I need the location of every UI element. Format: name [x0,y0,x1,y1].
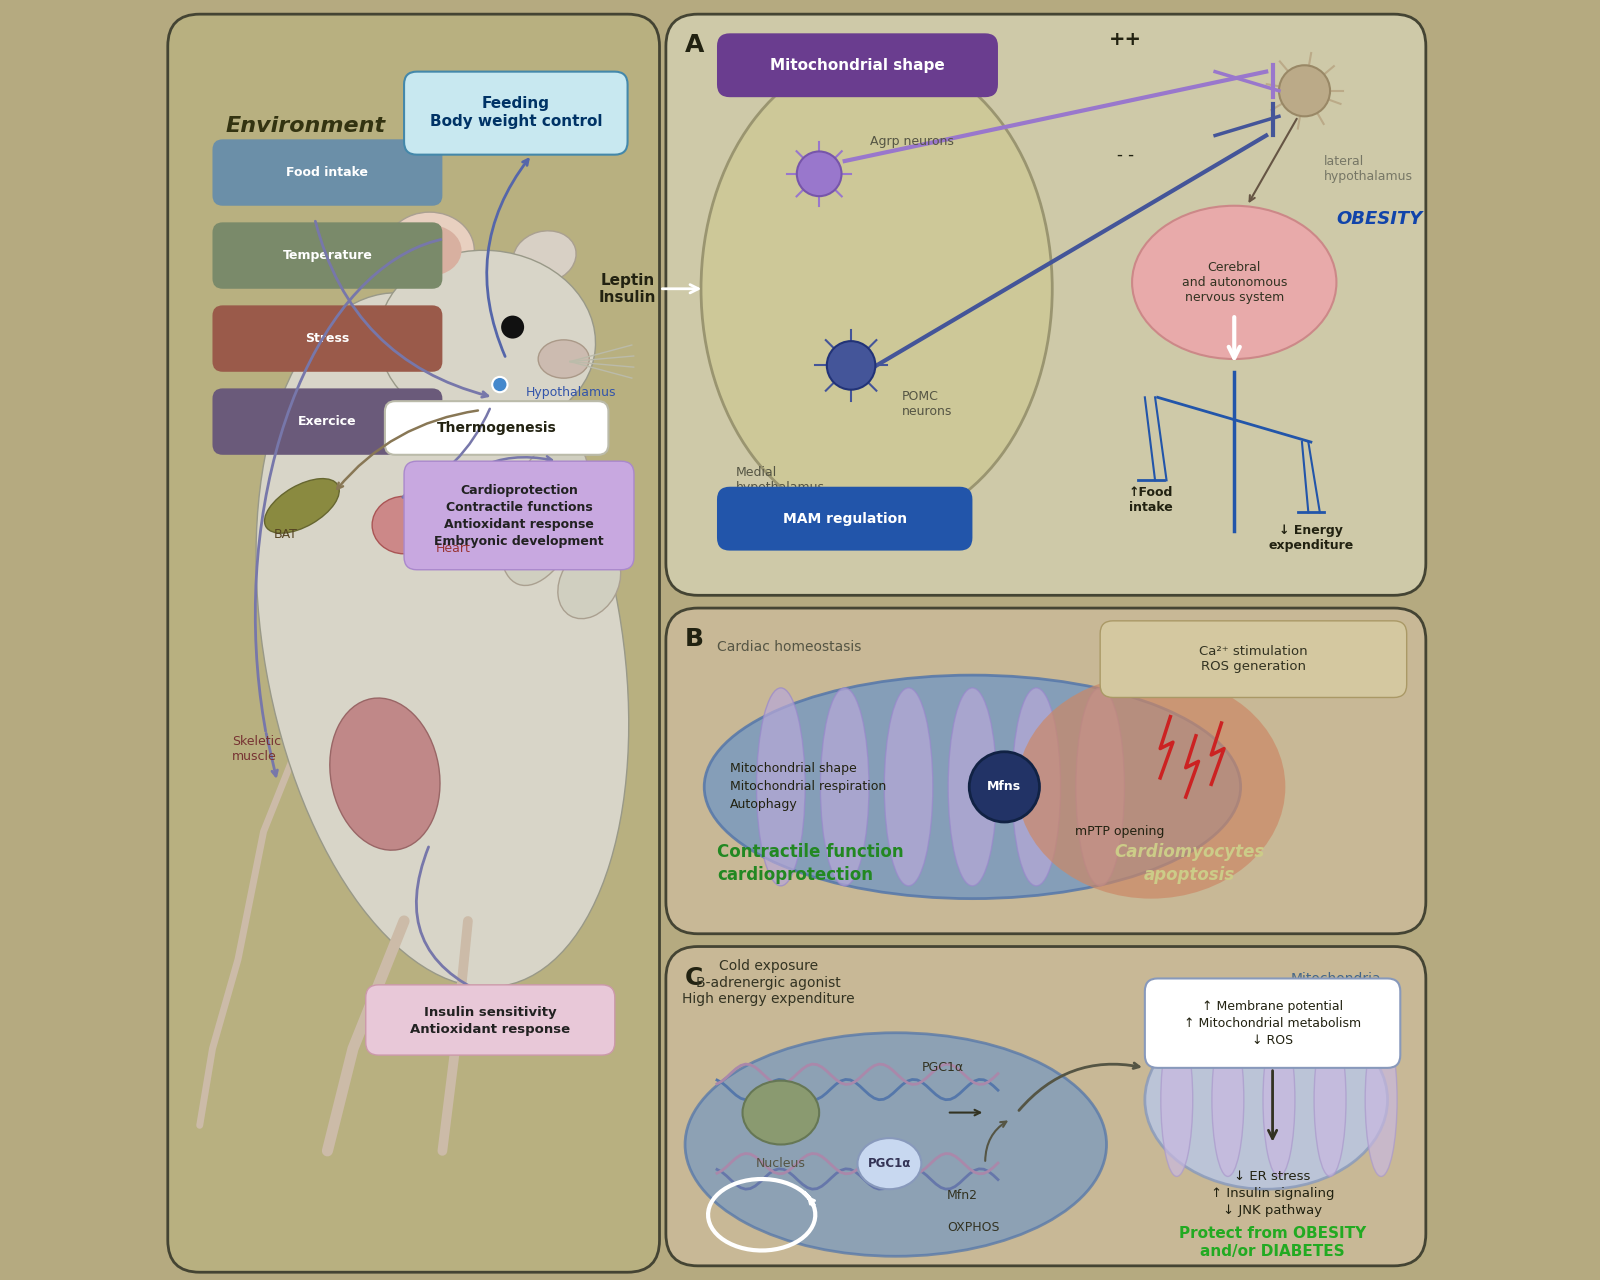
Text: Cardiac homeostasis: Cardiac homeostasis [717,640,861,654]
Ellipse shape [757,687,805,886]
Text: Feeding
Body weight control: Feeding Body weight control [429,96,602,129]
Ellipse shape [1013,687,1061,886]
FancyBboxPatch shape [213,140,442,206]
FancyBboxPatch shape [366,984,614,1055]
Text: Leptin
Insulin: Leptin Insulin [598,273,656,305]
FancyBboxPatch shape [666,608,1426,934]
Text: Ca²⁺ stimulation
ROS generation: Ca²⁺ stimulation ROS generation [1198,645,1307,673]
FancyBboxPatch shape [213,388,442,454]
Ellipse shape [373,497,435,554]
Ellipse shape [1262,1023,1294,1176]
Text: Cardioprotection
Contractile functions
Antioxidant response
Embryonic developmen: Cardioprotection Contractile functions A… [434,484,603,548]
Text: MAM regulation: MAM regulation [782,512,907,526]
Text: POMC
neurons: POMC neurons [902,389,952,417]
FancyBboxPatch shape [717,33,998,97]
Text: Exercice: Exercice [298,415,357,428]
Ellipse shape [1018,675,1285,899]
Ellipse shape [1075,687,1125,886]
Ellipse shape [1211,1023,1243,1176]
Ellipse shape [885,687,933,886]
Text: Mitochondrial shape: Mitochondrial shape [770,58,946,73]
Text: ↓ Energy
expenditure: ↓ Energy expenditure [1269,524,1354,552]
FancyBboxPatch shape [213,223,442,289]
Ellipse shape [1278,65,1330,116]
Ellipse shape [379,251,595,429]
FancyBboxPatch shape [666,14,1426,595]
Text: ↑Food
intake: ↑Food intake [1130,485,1173,513]
Text: A: A [685,33,704,58]
Text: ↑ Membrane potential
↑ Mitochondrial metabolism
↓ ROS: ↑ Membrane potential ↑ Mitochondrial met… [1184,1000,1362,1047]
Text: Mitochondria: Mitochondria [1291,972,1382,986]
Ellipse shape [398,225,461,276]
FancyBboxPatch shape [213,306,442,371]
Text: Stress: Stress [306,332,349,346]
Text: Food intake: Food intake [286,166,368,179]
Text: Cardiomyocytes
apoptosis: Cardiomyocytes apoptosis [1115,844,1264,883]
Ellipse shape [701,52,1053,525]
Text: Cold exposure
B-adrenergic agonist
High energy expenditure: Cold exposure B-adrenergic agonist High … [682,959,854,1006]
Text: Mfns: Mfns [987,781,1021,794]
Ellipse shape [386,212,474,289]
Text: Cerebral
and autonomous
nervous system: Cerebral and autonomous nervous system [1181,261,1286,303]
Text: Thermogenesis: Thermogenesis [437,421,557,435]
Text: BAT: BAT [274,527,298,540]
FancyBboxPatch shape [168,14,659,1272]
Ellipse shape [742,1080,819,1144]
FancyBboxPatch shape [1101,621,1406,698]
Ellipse shape [858,1138,922,1189]
Text: Heart: Heart [435,541,470,554]
Text: PGC1α: PGC1α [922,1061,963,1074]
Text: Temperature: Temperature [283,250,373,262]
Text: mPTP opening: mPTP opening [1075,826,1163,838]
Text: OBESITY: OBESITY [1336,210,1422,228]
FancyBboxPatch shape [666,946,1426,1266]
Ellipse shape [949,687,997,886]
FancyBboxPatch shape [1146,978,1400,1068]
Text: Medial
hypothalamus: Medial hypothalamus [736,466,826,494]
FancyBboxPatch shape [717,486,973,550]
Ellipse shape [685,1033,1107,1256]
Text: Mfn2: Mfn2 [947,1189,978,1202]
Ellipse shape [704,675,1240,899]
Text: OXPHOS: OXPHOS [947,1221,1000,1234]
FancyArrowPatch shape [662,284,698,293]
Text: Agrp neurons: Agrp neurons [870,136,954,148]
Text: ++: ++ [1109,31,1142,49]
Ellipse shape [970,751,1040,822]
Ellipse shape [264,479,339,534]
Text: Skeletic
muscle: Skeletic muscle [232,735,280,763]
Text: Mitochondrial shape
Mitochondrial respiration
Autophagy: Mitochondrial shape Mitochondrial respir… [730,763,886,812]
Text: Insulin sensitivity
Antioxidant response: Insulin sensitivity Antioxidant response [410,1006,570,1036]
Ellipse shape [493,376,507,392]
Ellipse shape [827,342,875,389]
Text: - -: - - [1117,146,1134,164]
Ellipse shape [1365,1023,1397,1176]
Text: C: C [685,965,704,989]
Text: PGC1α: PGC1α [867,1157,910,1170]
Text: Environment: Environment [226,116,386,137]
Ellipse shape [514,230,576,283]
Text: Nucleus: Nucleus [755,1157,806,1170]
Text: Hypothalamus: Hypothalamus [525,385,616,398]
Text: lateral
hypothalamus: lateral hypothalamus [1323,155,1413,183]
FancyBboxPatch shape [405,72,627,155]
Ellipse shape [1314,1023,1346,1176]
Ellipse shape [558,547,621,618]
Text: ↓ ER stress
↑ Insulin signaling
↓ JNK pathway: ↓ ER stress ↑ Insulin signaling ↓ JNK pa… [1211,1170,1334,1217]
Ellipse shape [501,439,589,585]
Ellipse shape [1162,1023,1192,1176]
Ellipse shape [501,316,525,339]
Ellipse shape [1133,206,1336,358]
Ellipse shape [330,698,440,850]
Ellipse shape [821,687,869,886]
Ellipse shape [256,293,629,987]
Text: Protect from OBESITY
and/or DIABETES: Protect from OBESITY and/or DIABETES [1179,1226,1366,1260]
FancyBboxPatch shape [405,461,634,570]
Text: Contractile function
cardioprotection: Contractile function cardioprotection [717,844,904,883]
Text: B: B [685,627,704,652]
Ellipse shape [797,151,842,196]
FancyBboxPatch shape [386,401,608,454]
Ellipse shape [1146,1010,1387,1189]
Ellipse shape [538,340,589,378]
